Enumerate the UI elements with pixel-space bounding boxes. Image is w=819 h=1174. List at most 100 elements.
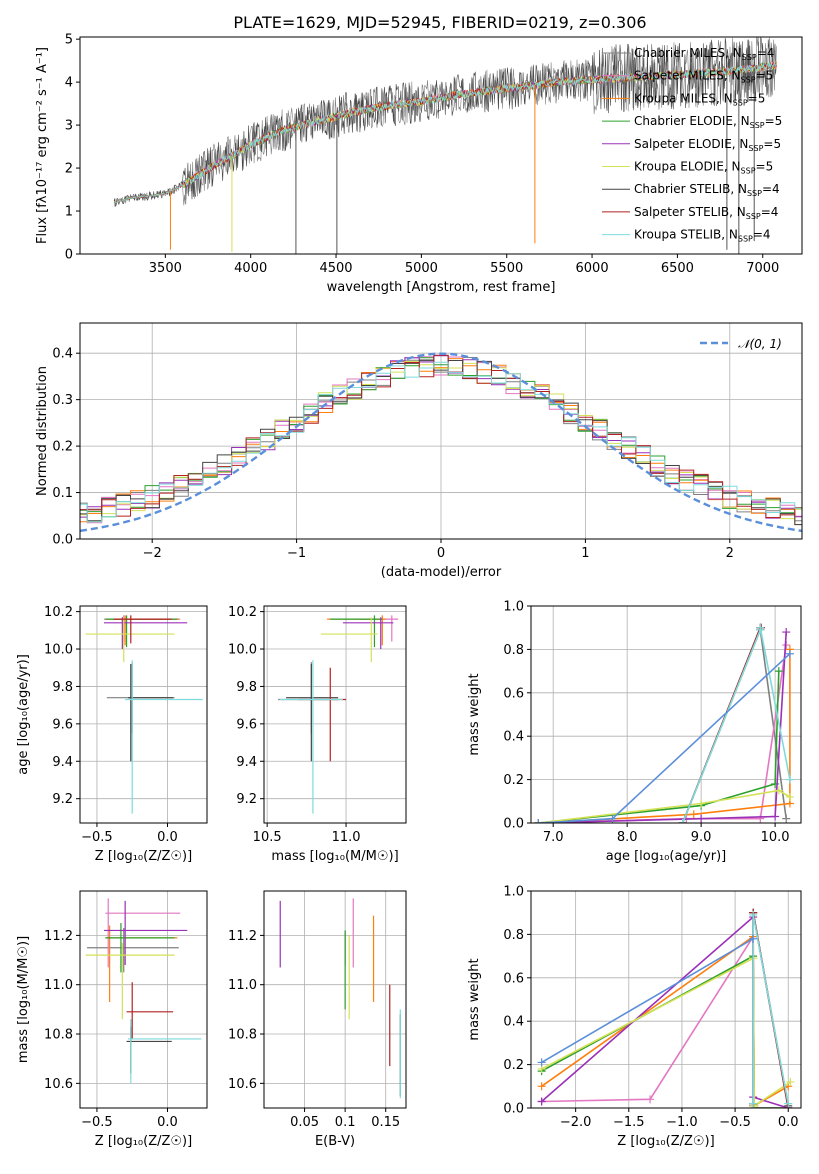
marker-plus: [534, 819, 543, 823]
mass-weight-line: [538, 671, 780, 823]
x-tick-label: 3500: [149, 261, 182, 276]
x-axis-label: (data-model)/error: [381, 565, 502, 580]
marker-plus: [774, 667, 783, 676]
marker-plus: [784, 1099, 793, 1108]
legend-entry: Salpeter MILES, NSSP=5: [634, 69, 773, 85]
y-tick-label: 9.4: [52, 755, 73, 770]
x-tick-label: −0.5: [719, 1115, 751, 1130]
hist-kroupa-stelib: [80, 361, 802, 523]
y-tick-label: 11.2: [44, 929, 73, 944]
normal-curve: [80, 352, 802, 533]
marker-plus: [756, 623, 765, 632]
x-tick-label: 0.0: [778, 1115, 799, 1130]
y-tick-label: 9.2: [52, 792, 73, 807]
y-tick-label: 0.0: [503, 817, 524, 832]
y-tick-label: 0.4: [52, 347, 73, 362]
marker-plus: [771, 812, 780, 821]
mass-weight-line: [538, 631, 787, 823]
x-tick-label: 7.0: [543, 830, 564, 845]
legend-entry: Kroupa MILES, NSSP=5: [634, 91, 765, 107]
marker-plus: [786, 1077, 795, 1086]
y-tick-label: 0.4: [503, 1015, 524, 1030]
y-tick-label: 0.3: [52, 393, 73, 408]
x-tick-label: 1: [581, 546, 589, 561]
axes-frame: [79, 36, 803, 255]
mass-weight-line: [538, 789, 791, 823]
y-tick-label: 0.8: [503, 928, 524, 943]
y-tick-label: 9.4: [236, 755, 257, 770]
plot-area: [113, 37, 777, 254]
plot-area: [278, 615, 399, 814]
x-tick-label: 10.5: [253, 830, 282, 845]
panel-mass_vs_Z: −0.5 0.0 10.6 10.8 11.0 11.2 Z [log₁₀(Z/Z☉)] ma…: [16, 890, 208, 1149]
x-tick-label: 9.0: [691, 830, 712, 845]
y-axis-label: mass weight: [467, 958, 482, 1040]
mass-weight-line: [752, 914, 789, 1104]
y-tick-label: 0.0: [52, 533, 73, 548]
x-tick-label: −0.5: [81, 830, 113, 845]
hist-chabrier-elodie: [80, 357, 802, 518]
marker-plus: [689, 810, 698, 819]
marker-plus: [537, 1097, 546, 1106]
legend-entry: 𝒩(0, 1): [738, 337, 782, 351]
legend-entry: Chabrier ELODIE, NSSP=5: [634, 114, 782, 130]
y-tick-label: 0.8: [503, 643, 524, 658]
y-tick-label: 3: [65, 119, 73, 134]
y-axis-label: Flux [fλ10⁻¹⁷ erg cm⁻² s⁻¹ A⁻¹]: [35, 47, 50, 244]
x-tick-label: 8.0: [617, 830, 638, 845]
y-axis-label: mass [log₁₀(M/M☉)]: [16, 936, 31, 1063]
marker-plus: [697, 799, 706, 808]
plot-area: [279, 898, 401, 1099]
y-tick-label: 0.2: [52, 440, 73, 455]
axes-frame: [530, 605, 802, 824]
mass-weight-line: [541, 954, 789, 1108]
panel-age_vs_mass: 10.5 11.0 9.2 9.4 9.6 9.8 10.0 10.2 mass [log₁₀(…: [228, 605, 407, 864]
y-tick-label: 0.1: [52, 486, 73, 501]
y-tick-label: 11.0: [228, 978, 257, 993]
plot-area: [537, 908, 795, 1108]
y-tick-label: 0.2: [503, 773, 524, 788]
x-tick-label: 2: [726, 546, 734, 561]
marker-plus: [749, 1099, 758, 1108]
plot-area: [80, 352, 802, 533]
y-tick-label: 10.6: [228, 1077, 257, 1092]
y-tick-label: 10.0: [228, 643, 257, 658]
x-tick-label: 10.0: [761, 830, 790, 845]
marker-plus: [785, 792, 794, 801]
y-tick-label: 2: [65, 162, 73, 177]
y-tick-label: 1.0: [503, 885, 524, 900]
hist-salpeter-stelib: [80, 354, 802, 518]
plot-area: [534, 623, 794, 823]
legend-entry: Kroupa STELIB, NSSP=4: [634, 228, 771, 244]
x-tick-label: 0.05: [290, 1115, 319, 1130]
x-axis-label: Z [log₁₀(Z/Z☉)]: [95, 1134, 192, 1149]
y-tick-label: 9.6: [52, 717, 73, 732]
y-tick-label: 10.6: [44, 1077, 73, 1092]
x-tick-label: 0.0: [157, 1115, 178, 1130]
y-axis-label: age [log₁₀(age/yr)]: [16, 654, 31, 775]
axes-frame: [79, 605, 208, 824]
marker-plus: [608, 814, 617, 823]
panel-mass_vs_ebv: 0.05 0.1 0.15 10.6 10.8 11.0 11.2 E(B-V): [228, 890, 407, 1149]
legend-entry: Salpeter ELODIE, NSSP=5: [634, 137, 781, 153]
axes-frame: [263, 605, 407, 824]
mass-weight-line: [541, 938, 754, 1064]
y-tick-label: 11.2: [228, 929, 257, 944]
y-tick-label: 10.0: [44, 643, 73, 658]
y-tick-label: 0.0: [503, 1102, 524, 1117]
plot-area: [85, 898, 202, 1084]
y-tick-label: 10.8: [44, 1028, 73, 1043]
y-tick-label: 4: [65, 76, 73, 91]
x-tick-label: 6500: [661, 261, 694, 276]
mass-weight-line: [538, 644, 787, 823]
y-tick-label: 0.4: [503, 730, 524, 745]
y-tick-label: 1.0: [503, 600, 524, 615]
panel-spectrum: 3500 4000 4500 5000 5500 6000 6500 7000 0 1 2 3 4 5 wa…: [35, 33, 803, 295]
x-tick-label: −1.0: [666, 1115, 698, 1130]
marker-plus: [749, 934, 758, 943]
mass-weight-line: [538, 653, 791, 823]
marker-plus: [678, 819, 687, 823]
x-tick-label: 11.0: [332, 830, 361, 845]
x-tick-label: −2: [143, 546, 162, 561]
